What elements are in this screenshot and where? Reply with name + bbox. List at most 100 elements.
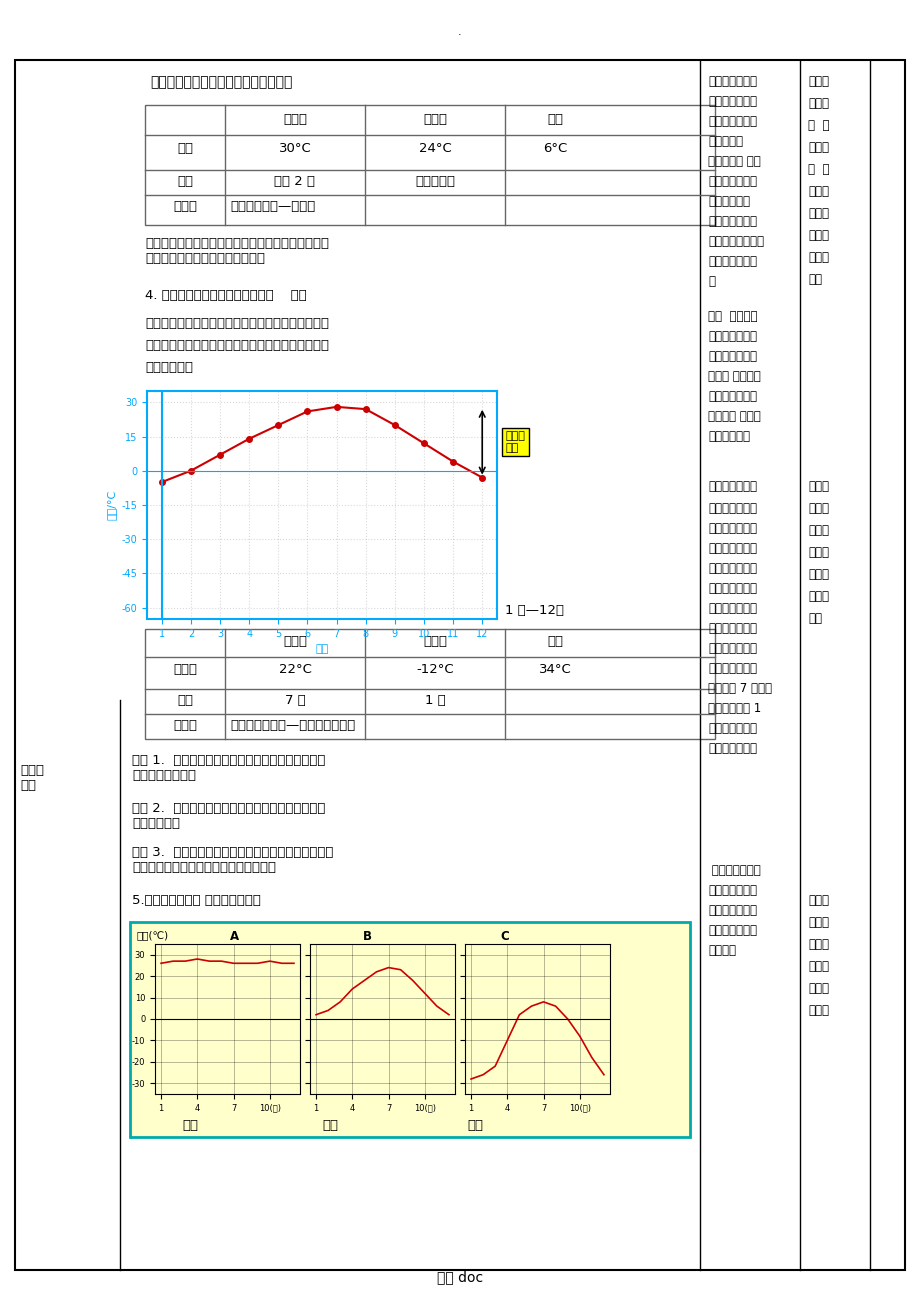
Text: 精选 doc: 精选 doc bbox=[437, 1270, 482, 1283]
Text: 最高值: 最高值 bbox=[283, 113, 307, 126]
Text: 值不是出现在太: 值不是出现在太 bbox=[708, 542, 756, 555]
Text: 温带: 温带 bbox=[322, 1119, 337, 1132]
Text: 西北地区气温日: 西北地区气温日 bbox=[708, 175, 756, 188]
Text: 知识来: 知识来 bbox=[807, 982, 828, 995]
Text: 惯。: 惯。 bbox=[807, 274, 821, 285]
Text: 气温的 最高月平: 气温的 最高月平 bbox=[708, 370, 760, 383]
Text: 追问 2.  北半球海洋最高温出现在几月份，最低温出
现在几月份？: 追问 2. 北半球海洋最高温出现在几月份，最低温出 现在几月份？ bbox=[131, 803, 325, 830]
Text: C: C bbox=[499, 930, 508, 943]
Text: 均气温和最低月: 均气温和最低月 bbox=[708, 390, 756, 403]
Text: 追问 1.  一年中气温最高值是不是出现在太阳直射或
接近直射的时候？: 追问 1. 一年中气温最高值是不是出现在太阳直射或 接近直射的时候？ bbox=[131, 754, 325, 782]
Text: 热带: 热带 bbox=[182, 1119, 198, 1132]
Text: 时刻: 时刻 bbox=[176, 175, 193, 188]
Text: 北半球大陆上某地气温年变化曲线: 北半球大陆上某地气温年变化曲线 bbox=[242, 390, 368, 403]
Text: 阳直射或接近直: 阳直射或接近直 bbox=[708, 562, 756, 575]
Text: ·: · bbox=[458, 30, 461, 40]
Text: 最低值: 最低值 bbox=[423, 635, 447, 648]
Text: 温日较差。: 温日较差。 bbox=[708, 136, 743, 149]
Text: 和运用: 和运用 bbox=[807, 938, 828, 951]
Text: 夏署、秋凉、冬: 夏署、秋凉、冬 bbox=[708, 255, 756, 268]
Text: 生以小组为单位: 生以小组为单位 bbox=[708, 330, 756, 343]
Text: 7 月: 7 月 bbox=[284, 694, 305, 708]
Text: 4. 如何描述某一个地方气温的年变    化？: 4. 如何描述某一个地方气温的年变 化？ bbox=[145, 289, 306, 302]
Text: 差值: 差值 bbox=[547, 113, 562, 126]
Text: 日较差: 日较差 bbox=[173, 199, 197, 212]
Text: 温曲线图吗？: 温曲线图吗？ bbox=[145, 361, 193, 374]
Text: 一天中最高值—最低值: 一天中最高值—最低值 bbox=[230, 199, 315, 212]
Text: 1 月: 1 月 bbox=[425, 694, 445, 708]
Text: 合作交流得出：: 合作交流得出： bbox=[708, 502, 756, 515]
Text: 不出现在太阳最: 不出现在太阳最 bbox=[708, 622, 756, 635]
Text: 读图习: 读图习 bbox=[807, 251, 828, 265]
Text: 日出前后。: 日出前后。 bbox=[414, 175, 455, 188]
X-axis label: 月份: 月份 bbox=[315, 644, 328, 654]
Text: 读出某一个地方: 读出某一个地方 bbox=[708, 76, 756, 89]
Text: 6°C: 6°C bbox=[542, 142, 566, 155]
Text: 气温年较差。: 气温年较差。 bbox=[708, 430, 749, 443]
Text: 射时，而是稍有: 射时，而是稍有 bbox=[708, 582, 756, 595]
Y-axis label: 气温/°C: 气温/°C bbox=[106, 490, 116, 520]
Text: 学到的: 学到的 bbox=[807, 960, 828, 973]
Text: 1 月—12月: 1 月—12月 bbox=[505, 605, 563, 618]
Text: 养学生: 养学生 bbox=[807, 207, 828, 220]
Text: 最低温出现在 1: 最低温出现在 1 bbox=[708, 702, 760, 715]
Text: 追问 3.  南半球陆地与海洋最高温分别出现在几月份，
最低温分别出现在几月份？原因是什么？: 追问 3. 南半球陆地与海洋最高温分别出现在几月份， 最低温分别出现在几月份？原… bbox=[131, 846, 333, 874]
Text: 问、以: 问、以 bbox=[807, 141, 828, 154]
Text: 差值: 差值 bbox=[547, 635, 562, 648]
Text: 追问与
探索: 追问与 探索 bbox=[20, 764, 44, 792]
Text: 能力，: 能力， bbox=[807, 546, 828, 559]
Text: 培养学: 培养学 bbox=[807, 894, 828, 907]
Text: 力。: 力。 bbox=[807, 612, 821, 625]
Text: 较差比较大。: 较差比较大。 bbox=[708, 195, 749, 208]
Text: 气温。: 气温。 bbox=[173, 663, 197, 676]
Text: -12°C: -12°C bbox=[415, 663, 453, 676]
Text: 合作交流得出：: 合作交流得出： bbox=[708, 480, 756, 493]
Text: 那个图能反映出: 那个图能反映出 bbox=[708, 904, 756, 917]
Text: 读出某一个地方: 读出某一个地方 bbox=[708, 351, 756, 364]
Text: 最高值: 最高值 bbox=[283, 635, 307, 648]
Text: 疑，培: 疑，培 bbox=[807, 185, 828, 198]
Text: 最高月平均气温—最低月平均气温: 最高月平均气温—最低月平均气温 bbox=[230, 719, 355, 732]
Text: 温出现在 7 月份，: 温出现在 7 月份， bbox=[708, 681, 771, 694]
Text: 文、以: 文、以 bbox=[807, 96, 828, 109]
Text: 追问：雁门关外有人家，早穿皮袄午穿纱，抱着火炉
吃西瓜。这种现象说明什么问题？: 追问：雁门关外有人家，早穿皮袄午穿纱，抱着火炉 吃西瓜。这种现象说明什么问题？ bbox=[145, 237, 329, 265]
Text: 34°C: 34°C bbox=[538, 663, 571, 676]
Text: 化特点？: 化特点？ bbox=[708, 943, 735, 956]
Text: 30°C: 30°C bbox=[278, 142, 311, 155]
Text: 滞后，最低值也: 滞后，最低值也 bbox=[708, 602, 756, 615]
Bar bbox=[145, 106, 714, 225]
Text: 气温的最高值、: 气温的最高值、 bbox=[708, 95, 756, 108]
Text: 过程直观的表示出来呢？你能画出一个地方一年的气: 过程直观的表示出来呢？你能画出一个地方一年的气 bbox=[145, 339, 329, 352]
Text: 追问：如何才能把一个地方、不同季节的气温变化的: 追问：如何才能把一个地方、不同季节的气温变化的 bbox=[145, 317, 329, 330]
Text: 年较差: 年较差 bbox=[173, 719, 197, 732]
Text: 学生思考：三地: 学生思考：三地 bbox=[708, 864, 760, 877]
Text: 良好的: 良好的 bbox=[807, 229, 828, 242]
Text: 问题的: 问题的 bbox=[807, 524, 828, 537]
Text: 读奇  探究：学: 读奇 探究：学 bbox=[708, 310, 756, 323]
Text: 生思考: 生思考 bbox=[807, 916, 828, 929]
Text: 气温年
较差: 气温年 较差 bbox=[505, 431, 525, 453]
Text: 寒: 寒 bbox=[708, 275, 714, 288]
Text: 午后 2 时: 午后 2 时 bbox=[274, 175, 315, 188]
Text: 对比总: 对比总 bbox=[807, 568, 828, 581]
Text: 一年中温度最高: 一年中温度最高 bbox=[708, 523, 756, 536]
Text: 北半球陆地最高: 北半球陆地最高 bbox=[708, 662, 756, 675]
Text: 以图释: 以图释 bbox=[807, 76, 828, 89]
Text: 用平滑曲线连接起来就是气温曲线图。: 用平滑曲线连接起来就是气温曲线图。 bbox=[150, 76, 292, 89]
Text: 月份，北半球海: 月份，北半球海 bbox=[708, 722, 756, 735]
Text: 学生总结： 说明: 学生总结： 说明 bbox=[708, 155, 760, 168]
Text: 的年变化：春暖、: 的年变化：春暖、 bbox=[708, 235, 763, 248]
Text: 图  释: 图 释 bbox=[807, 163, 829, 176]
Text: 气温曲线图中，: 气温曲线图中， bbox=[708, 883, 756, 896]
Text: 22°C: 22°C bbox=[278, 663, 312, 676]
Text: 5.读三地气温曲线 图，完成问题。: 5.读三地气温曲线 图，完成问题。 bbox=[131, 894, 261, 907]
Text: A: A bbox=[230, 930, 239, 943]
Text: 气温(℃): 气温(℃) bbox=[137, 930, 169, 939]
Text: B: B bbox=[363, 930, 371, 943]
Text: 最低值: 最低值 bbox=[423, 113, 447, 126]
Text: 24°C: 24°C bbox=[418, 142, 451, 155]
Text: 图  设: 图 设 bbox=[807, 119, 829, 132]
Text: 斜射的时候。如: 斜射的时候。如 bbox=[708, 642, 756, 655]
Bar bbox=[130, 923, 689, 1138]
Text: 月份: 月份 bbox=[176, 694, 193, 708]
